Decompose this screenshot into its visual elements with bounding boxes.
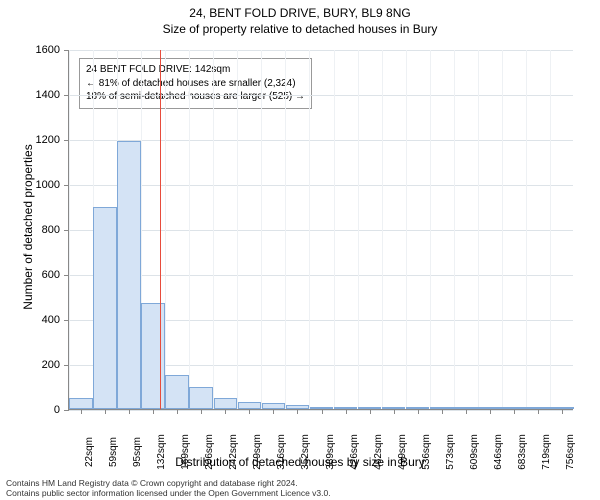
y-tick-label: 200 — [20, 359, 60, 371]
x-tick-label: 646sqm — [493, 434, 504, 470]
footer-line2: Contains public sector information licen… — [6, 488, 331, 498]
x-tick — [153, 409, 154, 414]
y-tick-label: 1000 — [20, 179, 60, 191]
gridline-v — [69, 50, 70, 409]
gridline-v — [189, 50, 190, 409]
x-tick — [297, 409, 298, 414]
x-tick-label: 22sqm — [84, 437, 95, 467]
gridline-h — [69, 95, 573, 96]
x-tick-label: 536sqm — [421, 434, 432, 470]
footer-attribution: Contains HM Land Registry data © Crown c… — [6, 478, 331, 498]
x-tick — [249, 409, 250, 414]
subject-marker-line — [160, 50, 161, 409]
annotation-box: 24 BENT FOLD DRIVE: 142sqm← 81% of detac… — [79, 58, 312, 109]
x-tick-label: 132sqm — [156, 434, 167, 470]
gridline-v — [165, 50, 166, 409]
gridline-v — [261, 50, 262, 409]
x-tick-label: 169sqm — [180, 434, 191, 470]
x-tick — [129, 409, 130, 414]
x-tick — [177, 409, 178, 414]
gridline-v — [358, 50, 359, 409]
x-tick-label: 95sqm — [132, 437, 143, 467]
gridline-v — [334, 50, 335, 409]
x-tick — [81, 409, 82, 414]
gridline-v — [309, 50, 310, 409]
x-tick — [105, 409, 106, 414]
x-tick — [201, 409, 202, 414]
gridline-v — [502, 50, 503, 409]
gridline-v — [237, 50, 238, 409]
x-tick — [562, 409, 563, 414]
histogram-bar — [93, 207, 117, 410]
histogram-bar — [165, 375, 189, 409]
x-tick-label: 316sqm — [276, 434, 287, 470]
x-tick-label: 719sqm — [541, 434, 552, 470]
gridline-h — [69, 185, 573, 186]
y-tick-label: 800 — [20, 224, 60, 236]
y-tick-label: 1600 — [20, 44, 60, 56]
gridline-v — [285, 50, 286, 409]
x-tick-label: 573sqm — [445, 434, 456, 470]
gridline-v — [213, 50, 214, 409]
x-tick-label: 462sqm — [373, 434, 384, 470]
chart-plot-area: 24 BENT FOLD DRIVE: 142sqm← 81% of detac… — [68, 50, 573, 410]
annotation-line: ← 81% of detached houses are smaller (2,… — [86, 77, 305, 91]
x-tick — [370, 409, 371, 414]
x-tick — [394, 409, 395, 414]
x-tick — [538, 409, 539, 414]
y-tick-label: 0 — [20, 404, 60, 416]
x-tick-label: 389sqm — [325, 434, 336, 470]
x-tick-label: 206sqm — [204, 434, 215, 470]
y-tick-label: 1200 — [20, 134, 60, 146]
gridline-h — [69, 275, 573, 276]
y-tick — [64, 410, 69, 411]
y-tick-label: 1400 — [20, 89, 60, 101]
histogram-bar — [189, 387, 213, 410]
annotation-line: 24 BENT FOLD DRIVE: 142sqm — [86, 63, 305, 77]
x-tick-label: 609sqm — [469, 434, 480, 470]
x-tick-label: 352sqm — [300, 434, 311, 470]
x-tick-label: 279sqm — [252, 434, 263, 470]
x-tick-label: 242sqm — [228, 434, 239, 470]
x-tick — [490, 409, 491, 414]
gridline-v — [526, 50, 527, 409]
histogram-bar — [238, 402, 262, 409]
histogram-bar — [69, 398, 93, 409]
gridline-v — [478, 50, 479, 409]
footer-line1: Contains HM Land Registry data © Crown c… — [6, 478, 331, 488]
x-tick-label: 499sqm — [397, 434, 408, 470]
gridline-v — [382, 50, 383, 409]
gridline-h — [69, 230, 573, 231]
x-tick — [273, 409, 274, 414]
y-tick-label: 400 — [20, 314, 60, 326]
annotation-line: 18% of semi-detached houses are larger (… — [86, 90, 305, 104]
x-tick-label: 756sqm — [565, 434, 576, 470]
y-tick-label: 600 — [20, 269, 60, 281]
gridline-v — [406, 50, 407, 409]
gridline-v — [454, 50, 455, 409]
x-tick — [514, 409, 515, 414]
x-tick — [442, 409, 443, 414]
chart-title-line2: Size of property relative to detached ho… — [0, 20, 600, 36]
x-tick-label: 426sqm — [349, 434, 360, 470]
gridline-h — [69, 140, 573, 141]
x-tick — [418, 409, 419, 414]
x-tick — [346, 409, 347, 414]
gridline-v — [430, 50, 431, 409]
gridline-v — [550, 50, 551, 409]
chart-title-line1: 24, BENT FOLD DRIVE, BURY, BL9 8NG — [0, 0, 600, 20]
histogram-bar — [117, 141, 141, 409]
x-tick — [225, 409, 226, 414]
histogram-bar — [141, 303, 165, 409]
x-tick — [322, 409, 323, 414]
x-tick-label: 683sqm — [517, 434, 528, 470]
histogram-bar — [214, 398, 238, 409]
gridline-h — [69, 50, 573, 51]
x-tick — [466, 409, 467, 414]
x-tick-label: 59sqm — [108, 437, 119, 467]
